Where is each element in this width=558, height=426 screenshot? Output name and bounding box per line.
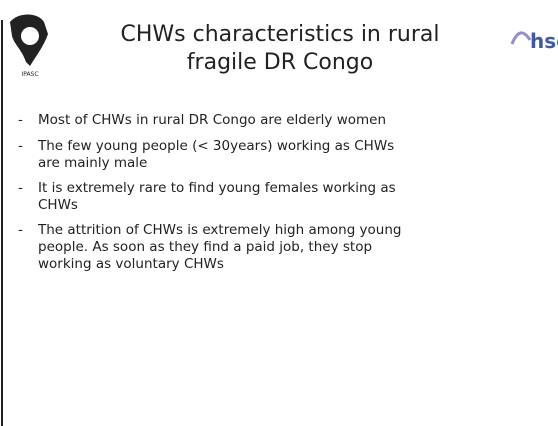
bullet-text: It is extremely rare to find young femal… (38, 180, 396, 196)
bullet-marker: - (18, 112, 23, 128)
bullet-text: are mainly male (38, 155, 148, 171)
logo-left-text: IPASC (21, 71, 38, 78)
bullet-text: The few young people (< 30years) working… (38, 138, 395, 154)
bullet-marker: - (18, 222, 23, 238)
bullet-marker: - (18, 180, 23, 196)
bullet-text: people. As soon as they find a paid job,… (38, 239, 373, 255)
bullet-text: The attrition of CHWs is extremely high … (38, 222, 402, 238)
bullet-marker: - (18, 138, 23, 154)
logo-circle (21, 27, 39, 45)
hsg-logo: hsg (510, 29, 558, 53)
bullet-text: working as voluntary CHWs (38, 256, 224, 272)
logo-right-text: hsg (530, 29, 558, 53)
bullet-text: CHWs (38, 197, 78, 213)
bullet-text: Most of CHWs in rural DR Congo are elder… (38, 112, 387, 128)
title-line1: CHWs characteristics in rural (120, 22, 440, 47)
title-line2: fragile DR Congo (186, 50, 374, 75)
